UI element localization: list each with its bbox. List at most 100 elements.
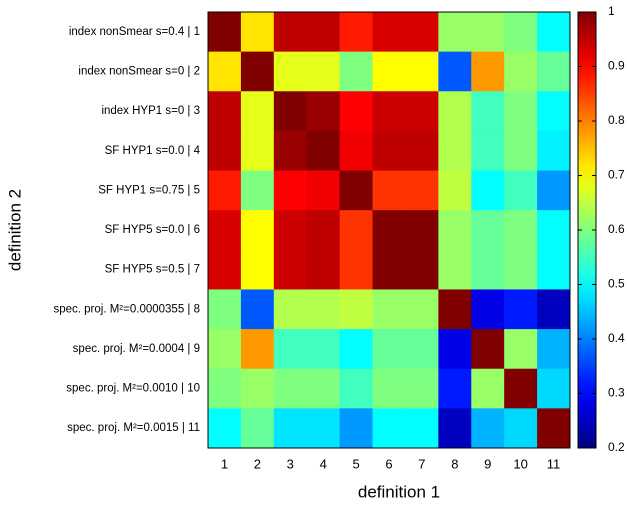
y-tick-label: spec. proj. M²=0.0015 | 11: [67, 422, 200, 434]
heatmap-cell: [537, 51, 571, 92]
heatmap-cell: [208, 12, 242, 53]
heatmap-cell: [372, 368, 406, 409]
heatmap-cell: [339, 91, 374, 132]
heatmap-cell: [240, 91, 275, 132]
heatmap-cell: [471, 91, 505, 132]
heatmap-cell: [471, 289, 505, 330]
heatmap-cell: [438, 329, 472, 370]
heatmap-cell: [339, 329, 374, 370]
heatmap-cell: [504, 130, 538, 172]
heatmap-cell: [372, 210, 406, 251]
heatmap-cell: [504, 12, 538, 53]
heatmap-cell: [208, 408, 242, 449]
heatmap-cell: [438, 408, 472, 449]
heatmap-cell: [208, 91, 242, 132]
heatmap-cell: [405, 249, 439, 290]
heatmap-cell: [372, 249, 406, 290]
x-tick-label: 11: [547, 456, 561, 471]
heatmap-cell: [504, 249, 538, 290]
heatmap-cell: [438, 12, 472, 53]
heatmap-cell: [273, 51, 308, 92]
x-tick-label: 5: [352, 456, 359, 471]
heatmap-cell: [471, 408, 505, 449]
heatmap-cell: [240, 170, 275, 211]
heatmap-cell: [471, 329, 505, 370]
x-tick-label: 1: [221, 456, 228, 471]
heatmap-cell: [208, 51, 242, 92]
heatmap-cell: [273, 130, 308, 172]
heatmap-cell: [273, 170, 308, 211]
heatmap-cell: [372, 289, 406, 330]
heatmap-cell: [405, 130, 439, 172]
x-tick-label: 3: [287, 456, 294, 471]
heatmap-cell: [273, 368, 308, 409]
heatmap-cell: [405, 289, 439, 330]
heatmap-cell: [405, 91, 439, 132]
heatmap-cell: [537, 12, 571, 53]
heatmap-cell: [306, 249, 341, 290]
heatmap-cell: [306, 289, 341, 330]
heatmap-cell: [537, 130, 571, 172]
heatmap-cell: [405, 408, 439, 449]
heatmap-cell: [504, 329, 538, 370]
heatmap-cell: [504, 51, 538, 92]
heatmap-cell: [306, 51, 341, 92]
colorbar-tick-label: 0.8: [608, 113, 625, 127]
colorbar-tick-label: 0.9: [608, 59, 625, 73]
heatmap-cell: [339, 130, 374, 172]
heatmap-cell: [208, 368, 242, 409]
y-tick-label: spec. proj. M²=0.0004 | 9: [73, 343, 200, 355]
y-tick-label: spec. proj. M²=0.0000355 | 8: [53, 303, 200, 315]
y-tick-label: SF HYP5 s=0.5 | 7: [105, 264, 200, 276]
heatmap-cell: [405, 368, 439, 409]
x-tick-label: 8: [451, 456, 458, 471]
heatmap-cell: [438, 289, 472, 330]
y-tick-label: index nonSmear s=0.4 | 1: [69, 26, 200, 38]
heatmap-cell: [405, 210, 439, 251]
heatmap-cell: [372, 329, 406, 370]
heatmap-cell: [240, 51, 275, 92]
y-tick-label: index HYP1 s=0 | 3: [101, 105, 200, 117]
heatmap-cell: [471, 170, 505, 211]
heatmap-cell: [240, 289, 275, 330]
heatmap-cell: [273, 329, 308, 370]
heatmap-cell: [306, 91, 341, 132]
colorbar-tick-label: 1: [608, 4, 615, 18]
x-axis-title: definition 1: [358, 482, 440, 501]
heatmap-cell: [273, 289, 308, 330]
heatmap-cell: [273, 408, 308, 449]
x-tick-label: 7: [418, 456, 425, 471]
y-tick-label: spec. proj. M²=0.0010 | 10: [66, 383, 200, 395]
heatmap-cell: [504, 170, 538, 211]
colorbar-tick-label: 0.7: [608, 168, 625, 182]
heatmap-cell: [537, 289, 571, 330]
heatmap-cell: [471, 368, 505, 409]
heatmap-cell: [471, 130, 505, 172]
heatmap-cell: [372, 408, 406, 449]
heatmap-cell: [208, 329, 242, 370]
heatmap-cell: [537, 408, 571, 449]
heatmap-cell: [208, 130, 242, 172]
heatmap-cell: [339, 12, 374, 53]
heatmap-cell: [240, 210, 275, 251]
heatmap-cell: [306, 408, 341, 449]
heatmap-cell: [438, 249, 472, 290]
heatmap-cell: [240, 249, 275, 290]
heatmap-cell: [405, 12, 439, 53]
heatmap-cell: [306, 329, 341, 370]
heatmap-cell: [372, 91, 406, 132]
heatmap-cell: [537, 249, 571, 290]
plot-frame: [207, 11, 571, 449]
heatmap-cell: [208, 249, 242, 290]
colorbar-tick-label: 0.2: [608, 440, 625, 454]
colorbar-tick-label: 0.5: [608, 277, 625, 291]
x-tick-label: 6: [385, 456, 392, 471]
heatmap-cell: [339, 289, 374, 330]
heatmap-cell: [339, 51, 374, 92]
heatmap-cell: [208, 289, 242, 330]
heatmap-cell: [405, 170, 439, 211]
heatmap-cell: [471, 51, 505, 92]
heatmap-cell: [438, 51, 472, 92]
heatmap-cell: [537, 329, 571, 370]
